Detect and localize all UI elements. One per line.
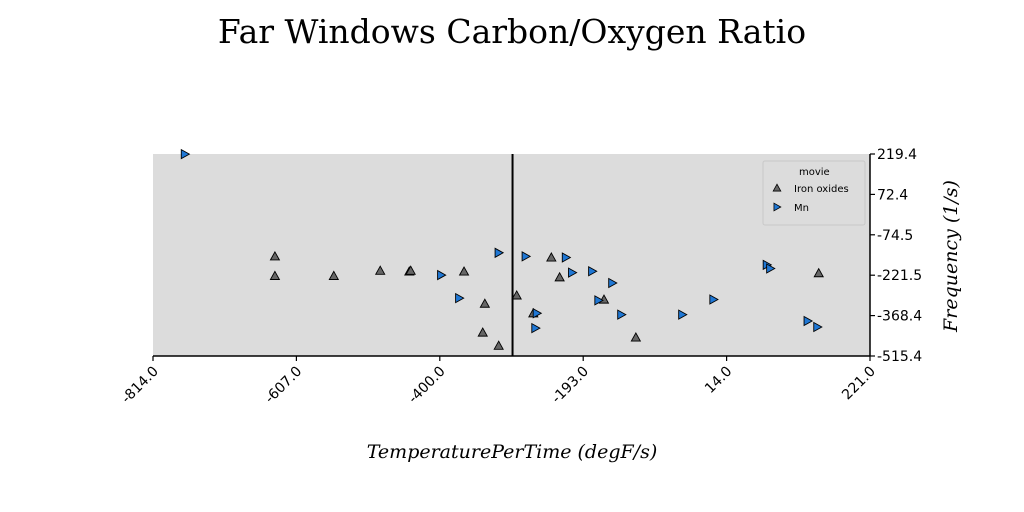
y-tick-label-5: -515.4	[877, 349, 922, 365]
y-tick-label-2: -74.5	[877, 228, 913, 244]
y-tick-label-3: -221.5	[877, 268, 922, 284]
x-tick-label-4: 14.0	[702, 364, 735, 397]
y-tick-label-1: 72.4	[877, 187, 908, 203]
legend-label-1: Mn	[794, 203, 809, 214]
x-tick-label-0: -814.0	[119, 364, 162, 407]
x-axis-ticks: -814.0 -607.0 -400.0 -193.0 14.0 221.0	[119, 356, 879, 407]
x-tick-label-1: -607.0	[262, 364, 305, 407]
x-axis-label: TemperaturePerTime (degF/s)	[367, 441, 658, 463]
plot-area	[153, 154, 870, 356]
x-tick-label-5: 221.0	[839, 364, 879, 404]
x-tick-label-2: -400.0	[405, 364, 448, 407]
y-axis-ticks: 219.4 72.4 -74.5 -221.5 -368.4 -515.4	[870, 147, 922, 365]
y-axis-label: Frequency (1/s)	[940, 180, 962, 333]
y-tick-label-0: 219.4	[877, 147, 917, 163]
chart-legend: movie Iron oxides Mn	[763, 161, 865, 225]
chart-title: Far Windows Carbon/Oxygen Ratio	[218, 12, 806, 51]
y-tick-label-4: -368.4	[877, 309, 922, 325]
legend-title: movie	[799, 167, 830, 178]
x-tick-label-3: -193.0	[549, 364, 592, 407]
legend-label-0: Iron oxides	[794, 184, 849, 195]
